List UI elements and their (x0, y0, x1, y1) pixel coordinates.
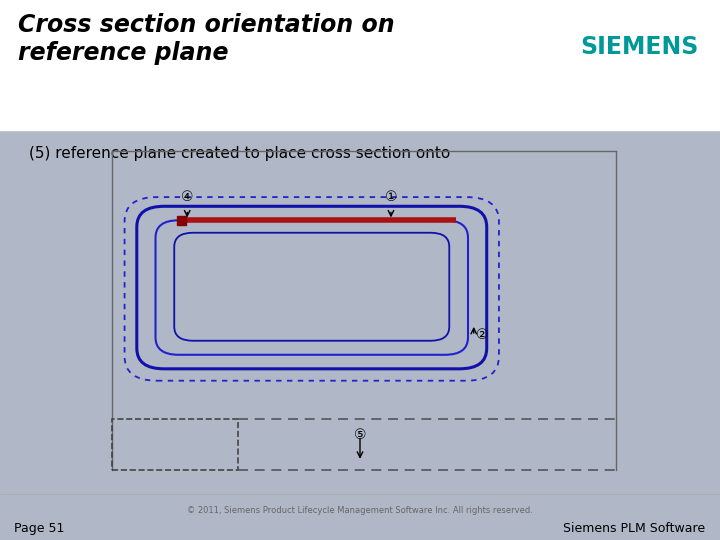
Bar (177, 216, 186, 225)
Text: ⑤: ⑤ (354, 428, 366, 442)
Text: Page 51: Page 51 (14, 522, 65, 535)
Text: ①: ① (384, 190, 397, 204)
Text: Siemens PLM Software: Siemens PLM Software (564, 522, 706, 535)
Text: (5) reference plane created to place cross section onto: (5) reference plane created to place cro… (29, 146, 450, 161)
Bar (0, 0, 720, 130)
Text: ②: ② (476, 328, 489, 342)
Text: SIEMENS: SIEMENS (580, 35, 698, 59)
Bar (112, 418, 238, 470)
Text: © 2011, Siemens Product Lifecycle Management Software Inc. All rights reserved.: © 2011, Siemens Product Lifecycle Manage… (187, 506, 533, 515)
Text: Cross section orientation on
reference plane: Cross section orientation on reference p… (18, 14, 395, 65)
Text: ④: ④ (181, 190, 194, 204)
